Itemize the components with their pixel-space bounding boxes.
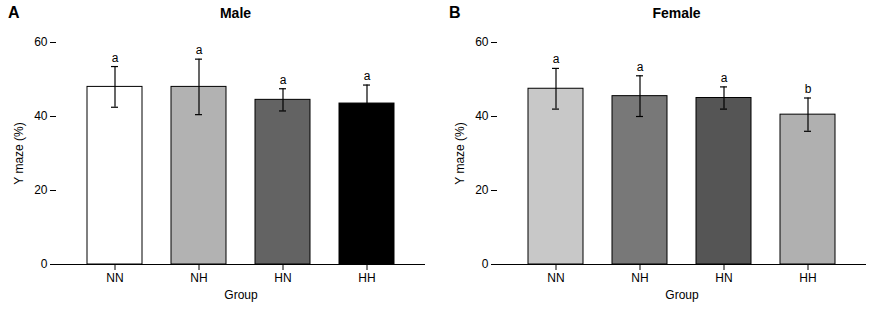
svg-text:20: 20 bbox=[34, 183, 48, 197]
svg-text:0: 0 bbox=[482, 257, 489, 271]
svg-text:60: 60 bbox=[34, 35, 48, 49]
html-text:B: B bbox=[449, 4, 461, 21]
html-text:Male: Male bbox=[219, 5, 252, 21]
svg-text:0: 0 bbox=[41, 257, 48, 271]
svg-text:NN: NN bbox=[106, 271, 123, 285]
svg-text:NH: NH bbox=[631, 271, 648, 285]
svg-text:40: 40 bbox=[475, 109, 489, 123]
html-text:A: A bbox=[8, 4, 20, 21]
svg-text:HN: HN bbox=[715, 271, 732, 285]
svg-text:NN: NN bbox=[547, 271, 564, 285]
svg-text:20: 20 bbox=[475, 183, 489, 197]
html-text:Female: Female bbox=[652, 5, 701, 21]
svg-text:HH: HH bbox=[799, 271, 816, 285]
svg-text:a: a bbox=[112, 51, 119, 65]
svg-text:60: 60 bbox=[475, 35, 489, 49]
svg-text:a: a bbox=[280, 73, 287, 87]
svg-text:Group: Group bbox=[665, 288, 699, 302]
svg-text:a: a bbox=[637, 60, 644, 74]
svg-text:Group: Group bbox=[224, 288, 258, 302]
svg-text:b: b bbox=[805, 82, 812, 96]
svg-text:HN: HN bbox=[274, 271, 291, 285]
svg-text:a: a bbox=[364, 69, 371, 83]
svg-text:a: a bbox=[721, 71, 728, 85]
svg-text:Y maze (%): Y maze (%) bbox=[12, 122, 26, 184]
svg-text:a: a bbox=[553, 52, 560, 66]
svg-text:Y maze (%): Y maze (%) bbox=[453, 122, 467, 184]
svg-text:HH: HH bbox=[358, 271, 375, 285]
svg-text:40: 40 bbox=[34, 109, 48, 123]
svg-text:a: a bbox=[196, 43, 203, 57]
svg-text:NH: NH bbox=[190, 271, 207, 285]
